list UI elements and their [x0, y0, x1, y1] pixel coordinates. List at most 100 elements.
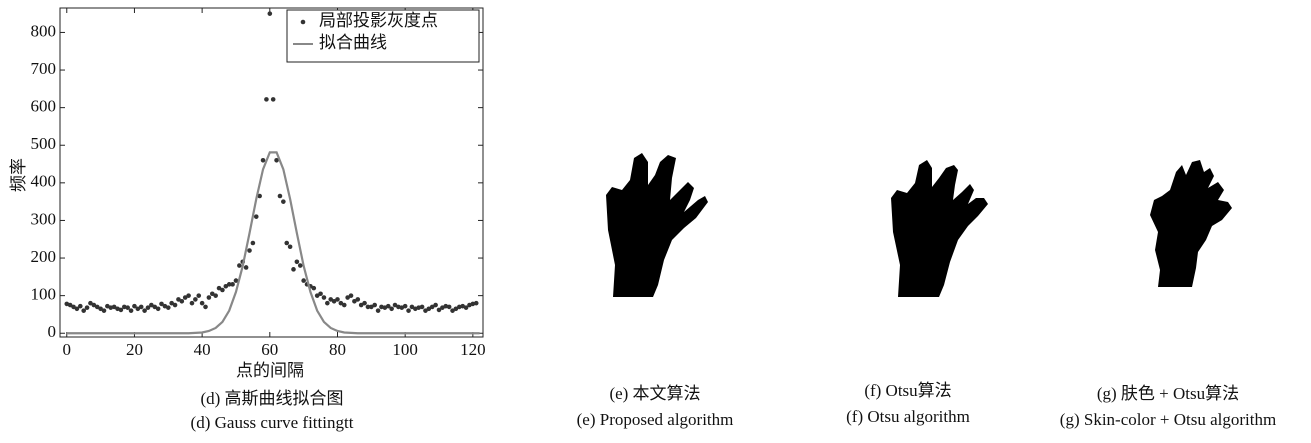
data-point — [311, 285, 317, 291]
data-point — [135, 306, 141, 312]
data-point — [297, 263, 303, 268]
data-point — [281, 199, 286, 204]
data-point — [331, 298, 337, 304]
data-point — [267, 11, 273, 16]
x-tick-label: 100 — [392, 340, 418, 359]
hand-silhouette — [1150, 160, 1232, 287]
y-tick-label: 400 — [31, 172, 57, 191]
data-point — [237, 263, 242, 268]
data-point — [88, 300, 93, 306]
data-point — [321, 295, 327, 300]
data-point — [287, 244, 293, 250]
data-point — [423, 308, 428, 313]
data-point — [78, 303, 83, 309]
data-point — [419, 304, 425, 310]
data-point — [335, 297, 340, 302]
data-point — [230, 282, 235, 287]
data-point — [463, 305, 469, 310]
data-point — [274, 157, 279, 163]
data-point — [152, 304, 158, 310]
data-point — [406, 308, 411, 313]
data-point — [392, 302, 398, 308]
data-point — [314, 293, 320, 298]
x-tick-label: 0 — [63, 340, 72, 359]
data-point — [182, 295, 188, 300]
data-point — [369, 304, 374, 310]
data-point — [176, 297, 181, 302]
data-point — [446, 304, 452, 310]
data-point — [372, 302, 378, 308]
legend-label: 局部投影灰度点 — [319, 11, 438, 30]
data-point — [149, 302, 154, 308]
data-point — [453, 306, 459, 312]
y-tick-label: 700 — [31, 59, 57, 78]
x-tick-label: 20 — [126, 340, 143, 359]
data-point — [186, 293, 191, 298]
hand-silhouette — [891, 160, 988, 297]
data-point — [450, 308, 455, 313]
data-point — [358, 302, 364, 308]
data-point — [84, 305, 90, 310]
y-tick-label: 500 — [31, 134, 57, 153]
data-point — [233, 278, 239, 283]
data-point — [402, 303, 408, 309]
data-point — [345, 295, 350, 300]
data-point — [71, 304, 76, 310]
y-axis-label: 频率 — [9, 158, 28, 192]
y-tick-label: 800 — [31, 21, 57, 40]
data-point — [196, 293, 202, 298]
caption-en: (d) Gauss curve fittingtt — [191, 413, 354, 432]
y-tick-label: 0 — [48, 322, 57, 341]
data-point — [433, 302, 438, 308]
data-point — [257, 193, 262, 199]
legend-label: 拟合曲线 — [319, 33, 387, 52]
data-point — [375, 308, 381, 313]
y-tick-label: 300 — [31, 209, 57, 228]
data-point — [94, 304, 100, 310]
data-point — [155, 306, 161, 312]
caption-en: (f) Otsu algorithm — [846, 407, 970, 426]
y-tick-label: 600 — [31, 97, 57, 116]
data-point — [362, 300, 367, 306]
caption-zh: (e) 本文算法 — [609, 384, 700, 403]
data-point — [352, 298, 357, 304]
data-point — [132, 303, 137, 309]
data-point — [325, 300, 330, 306]
x-tick-label: 40 — [194, 340, 211, 359]
data-point — [128, 308, 134, 313]
data-point — [389, 306, 394, 312]
data-point — [294, 259, 300, 265]
caption-en: (g) Skin-color + Otsu algorithm — [1060, 410, 1276, 429]
data-point — [260, 157, 266, 163]
data-point — [138, 304, 144, 310]
data-point — [264, 97, 269, 102]
data-point — [118, 307, 124, 313]
data-point — [291, 267, 296, 272]
data-point — [81, 308, 86, 313]
legend-dot — [300, 19, 306, 25]
hand-silhouette — [606, 153, 708, 297]
data-point — [338, 300, 344, 306]
data-point — [179, 298, 185, 304]
data-point — [206, 295, 212, 300]
y-tick-label: 200 — [31, 247, 57, 266]
data-point — [226, 282, 232, 287]
data-point — [199, 300, 205, 306]
data-point — [169, 300, 174, 306]
data-point — [348, 293, 354, 298]
data-point — [243, 265, 249, 270]
x-tick-label: 60 — [261, 340, 278, 359]
data-point — [318, 291, 323, 297]
data-point — [159, 301, 164, 307]
data-point — [429, 304, 435, 310]
data-point — [142, 308, 147, 313]
data-point — [91, 302, 97, 308]
data-point — [203, 304, 208, 310]
caption-en: (e) Proposed algorithm — [577, 410, 734, 429]
data-point — [172, 302, 178, 308]
data-point — [277, 193, 283, 199]
data-point — [426, 306, 432, 312]
data-point — [301, 278, 306, 283]
data-point — [385, 303, 391, 309]
data-point — [213, 293, 218, 298]
